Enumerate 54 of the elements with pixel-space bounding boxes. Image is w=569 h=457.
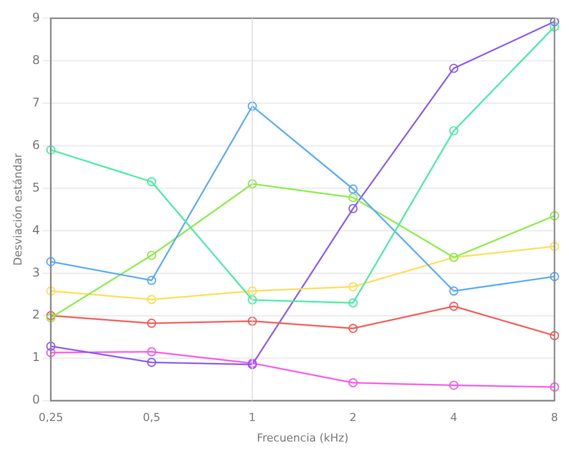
x-tick-label: 1 — [248, 411, 256, 424]
y-tick-label: 6 — [32, 138, 40, 152]
y-tick-label: 4 — [32, 222, 40, 237]
point — [348, 192, 358, 202]
point — [550, 382, 560, 392]
point — [348, 324, 358, 333]
y-tick-label: 7 — [32, 95, 40, 110]
point — [550, 18, 560, 26]
point — [46, 257, 56, 266]
point — [248, 179, 257, 189]
point — [46, 286, 56, 296]
x-tick-label: 2 — [350, 411, 357, 424]
point — [550, 272, 560, 282]
x-axis-title: Frecuencia (kHz) — [256, 431, 349, 444]
point — [46, 145, 56, 155]
point — [46, 348, 56, 358]
point — [146, 294, 156, 304]
y-tick-label: 2 — [32, 308, 40, 322]
point — [146, 347, 156, 356]
point — [146, 318, 156, 328]
point — [449, 286, 458, 296]
point — [348, 184, 358, 194]
point — [46, 342, 56, 351]
point — [146, 276, 156, 285]
y-tick-label: 5 — [32, 180, 40, 194]
point — [550, 211, 560, 220]
point — [146, 358, 156, 367]
point — [348, 282, 358, 292]
point — [550, 330, 560, 340]
point — [248, 295, 257, 304]
x-tick-label: 8 — [551, 411, 558, 424]
x-tick-label: 4 — [450, 411, 458, 424]
point — [248, 102, 257, 111]
point — [146, 250, 156, 260]
point — [449, 302, 458, 311]
y-tick-label: 8 — [32, 52, 40, 67]
x-tick-label: 0,25 — [38, 411, 64, 424]
y-tick-label: 1 — [32, 350, 40, 364]
y-tick-label: 9 — [32, 10, 40, 24]
point — [449, 126, 458, 136]
point — [146, 177, 156, 186]
point — [449, 64, 458, 73]
y-axis-title: Desviación estándar — [11, 152, 24, 266]
y-tick-label: 0 — [32, 392, 40, 407]
point — [248, 316, 257, 326]
point — [550, 22, 560, 32]
point — [449, 380, 458, 390]
point — [550, 242, 560, 251]
point — [348, 298, 358, 308]
point — [348, 378, 358, 388]
x-tick-label: 0,5 — [142, 411, 160, 424]
y-tick-label: 3 — [32, 265, 40, 280]
point — [248, 286, 257, 296]
point — [348, 204, 358, 214]
